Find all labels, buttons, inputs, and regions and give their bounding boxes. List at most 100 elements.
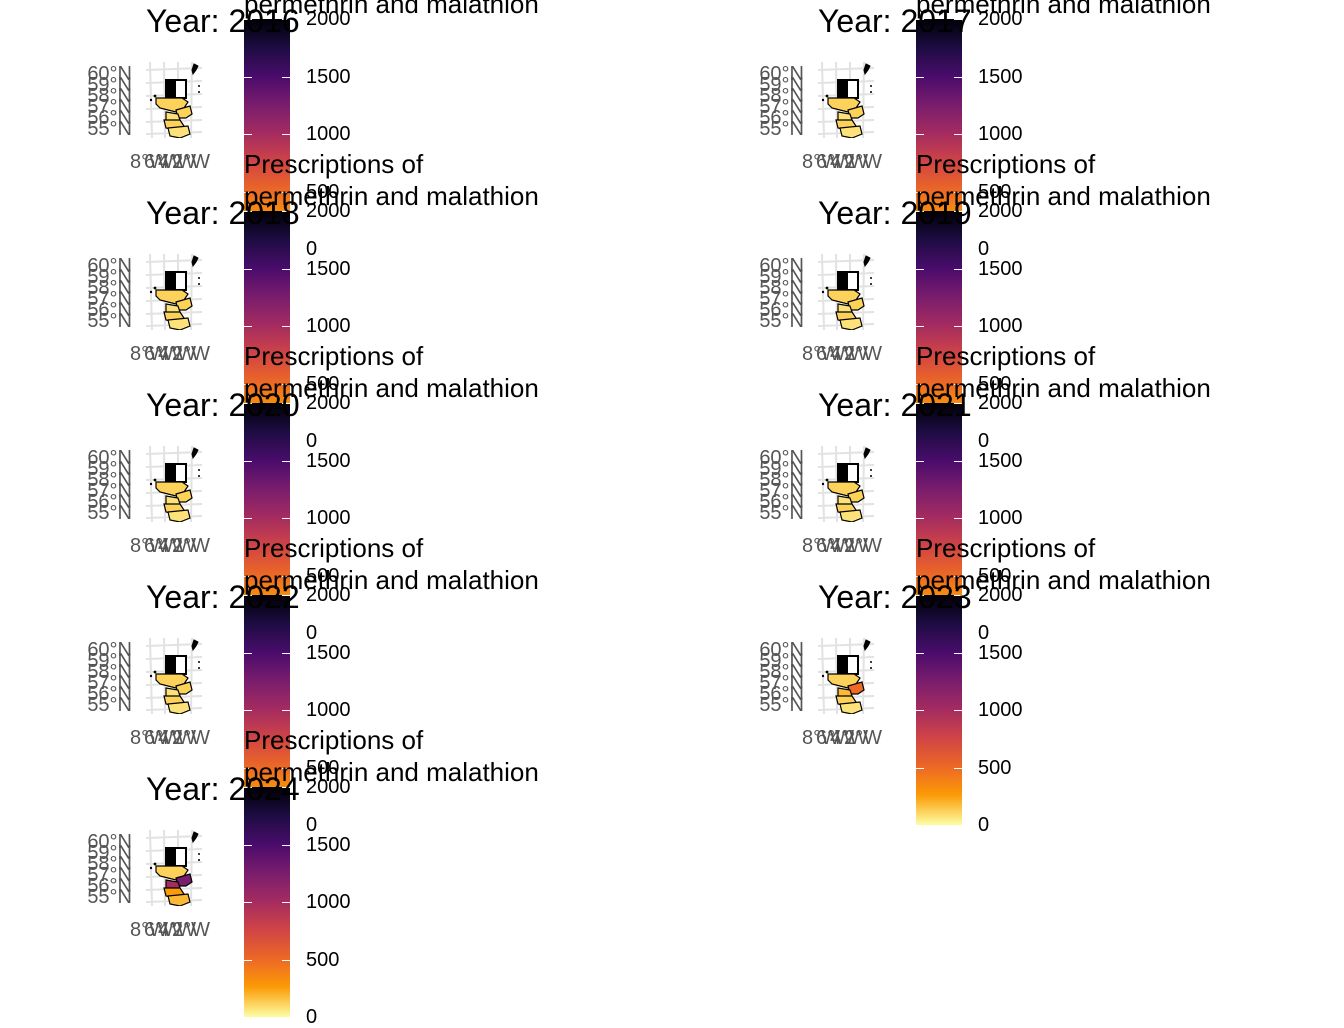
longitude-label: 2°W bbox=[172, 919, 210, 941]
latitude-label: 60°N bbox=[759, 255, 804, 277]
latitude-labels: 60°N 59°N 58°N 57°N 56°N 55°N bbox=[78, 62, 132, 142]
orkney-region bbox=[838, 272, 848, 290]
latitude-labels: 60°N 59°N 58°N 57°N 56°N 55°N bbox=[78, 254, 132, 334]
legend-title-line2: permethrin and malathion bbox=[916, 0, 1211, 19]
longitude-label: 4°W bbox=[830, 151, 868, 173]
longitude-label: 4°W bbox=[158, 919, 196, 941]
legend-title-line1: Prescriptions of bbox=[916, 149, 1096, 179]
latitude-label: 59°N bbox=[759, 266, 804, 288]
latitude-label: 59°N bbox=[87, 74, 132, 96]
latitude-label: 59°N bbox=[87, 266, 132, 288]
colorbar-tick-label: 1000 bbox=[978, 315, 1023, 337]
latitude-labels: 60°N 59°N 58°N 57°N 56°N 55°N bbox=[750, 638, 804, 718]
longitude-label: 8°W bbox=[802, 535, 840, 557]
colorbar-tick-label: 2000 bbox=[306, 8, 351, 30]
longitude-label: 6°W bbox=[144, 151, 182, 173]
legend-title: Prescriptions of permethrin and malathio… bbox=[916, 0, 1211, 20]
colorbar-tick-label: 0 bbox=[306, 1006, 318, 1028]
orkney-region bbox=[838, 656, 848, 674]
islands-dot-1 bbox=[825, 286, 829, 290]
islands-dot-1 bbox=[153, 94, 157, 98]
region-south bbox=[839, 125, 863, 138]
map-panel-9: Prescriptions of permethrin and malathio… bbox=[0, 725, 672, 1027]
legend-title: Prescriptions of permethrin and malathio… bbox=[916, 148, 1211, 212]
longitude-label: 4°W bbox=[830, 343, 868, 365]
colorbar-tick-label: 500 bbox=[978, 564, 1012, 587]
region-south bbox=[839, 317, 863, 330]
map-panel-6: Prescriptions of permethrin and malathio… bbox=[672, 341, 1344, 643]
legend-title-line1: Prescriptions of bbox=[244, 149, 424, 179]
colorbar-tick-label: 1000 bbox=[978, 507, 1023, 529]
colorbar-tick-label: 1000 bbox=[306, 123, 351, 145]
region-south bbox=[167, 701, 191, 714]
longitude-label: 4°W bbox=[158, 343, 196, 365]
islands-dot-4 bbox=[870, 283, 872, 285]
islands-dot-1 bbox=[153, 670, 157, 674]
latitude-label: 58°N bbox=[87, 85, 132, 107]
legend-title-line2: permethrin and malathion bbox=[244, 181, 539, 211]
latitude-label: 56°N bbox=[87, 683, 132, 705]
legend-title-line1: Prescriptions of bbox=[916, 341, 1096, 371]
orkney-region bbox=[838, 464, 848, 482]
colorbar-tick-label: 0 bbox=[978, 622, 990, 644]
panel-title: Year: 2024 bbox=[146, 771, 300, 807]
latitude-label: 57°N bbox=[87, 288, 132, 310]
longitude-labels: 8°W 6°W 4°W 2°W bbox=[130, 728, 220, 752]
shetland-region bbox=[863, 63, 871, 76]
longitude-labels: 8°W 6°W 4°W 2°W bbox=[130, 920, 220, 944]
latitude-label: 58°N bbox=[87, 853, 132, 875]
colorbar-tick-label: 500 bbox=[306, 372, 340, 395]
region-south bbox=[167, 893, 191, 906]
shetland-region bbox=[863, 447, 871, 460]
map-panel-7: Prescriptions of permethrin and malathio… bbox=[0, 533, 672, 835]
latitude-label: 57°N bbox=[759, 480, 804, 502]
map-panel-8: Prescriptions of permethrin and malathio… bbox=[672, 533, 1344, 835]
region-south bbox=[167, 125, 191, 138]
shetland-region bbox=[191, 831, 199, 844]
latitude-label: 59°N bbox=[759, 458, 804, 480]
islands-dot-3 bbox=[198, 85, 200, 87]
longitude-labels: 8°W 6°W 4°W 2°W bbox=[802, 728, 892, 752]
colorbar-tick-label: 1000 bbox=[306, 699, 351, 721]
latitude-label: 55°N bbox=[87, 118, 132, 140]
colorbar-tick-label: 0 bbox=[306, 814, 318, 836]
colorbar-tick-label: 1500 bbox=[978, 65, 1023, 88]
longitude-label: 2°W bbox=[172, 343, 210, 365]
latitude-label: 57°N bbox=[759, 288, 804, 310]
latitude-labels: 60°N 59°N 58°N 57°N 56°N 55°N bbox=[750, 254, 804, 334]
legend-title: Prescriptions of permethrin and malathio… bbox=[244, 340, 539, 404]
colorbar-tick-label: 1500 bbox=[978, 257, 1023, 280]
latitude-label: 55°N bbox=[759, 694, 804, 716]
longitude-label: 2°W bbox=[844, 343, 882, 365]
colorbar-tick-label: 1000 bbox=[306, 315, 351, 337]
scotland-map bbox=[149, 63, 200, 138]
islands-dot-4 bbox=[198, 475, 200, 477]
islands-dot-4 bbox=[870, 475, 872, 477]
colorbar-tick-label: 500 bbox=[306, 180, 340, 203]
colorbar-tick-label: 1500 bbox=[978, 449, 1023, 472]
shetland-region bbox=[191, 63, 199, 76]
colorbar-tick-label: 500 bbox=[306, 564, 340, 587]
longitude-label: 4°W bbox=[830, 727, 868, 749]
colorbar-tick-label: 2000 bbox=[978, 8, 1023, 30]
islands-dot-3 bbox=[870, 277, 872, 279]
longitude-labels: 8°W 6°W 4°W 2°W bbox=[130, 344, 220, 368]
legend-title-line1: Prescriptions of bbox=[244, 341, 424, 371]
islands-dot-3 bbox=[198, 469, 200, 471]
panel-title: Year: 2018 bbox=[146, 195, 300, 231]
map-panel-3: Prescriptions of permethrin and malathio… bbox=[0, 149, 672, 451]
legend-title-line1: Prescriptions of bbox=[916, 533, 1096, 563]
longitude-label: 6°W bbox=[144, 919, 182, 941]
islands-dot-1 bbox=[153, 478, 157, 482]
legend-title-line2: permethrin and malathion bbox=[244, 565, 539, 595]
latitude-label: 55°N bbox=[759, 118, 804, 140]
latitude-label: 59°N bbox=[759, 650, 804, 672]
scotland-map bbox=[821, 639, 872, 714]
region-south bbox=[167, 317, 191, 330]
legend-title: Prescriptions of permethrin and malathio… bbox=[916, 340, 1211, 404]
latitude-label: 60°N bbox=[87, 255, 132, 277]
latitude-labels: 60°N 59°N 58°N 57°N 56°N 55°N bbox=[750, 62, 804, 142]
region-south bbox=[167, 509, 191, 522]
longitude-label: 4°W bbox=[158, 151, 196, 173]
islands-dot-3 bbox=[198, 853, 200, 855]
